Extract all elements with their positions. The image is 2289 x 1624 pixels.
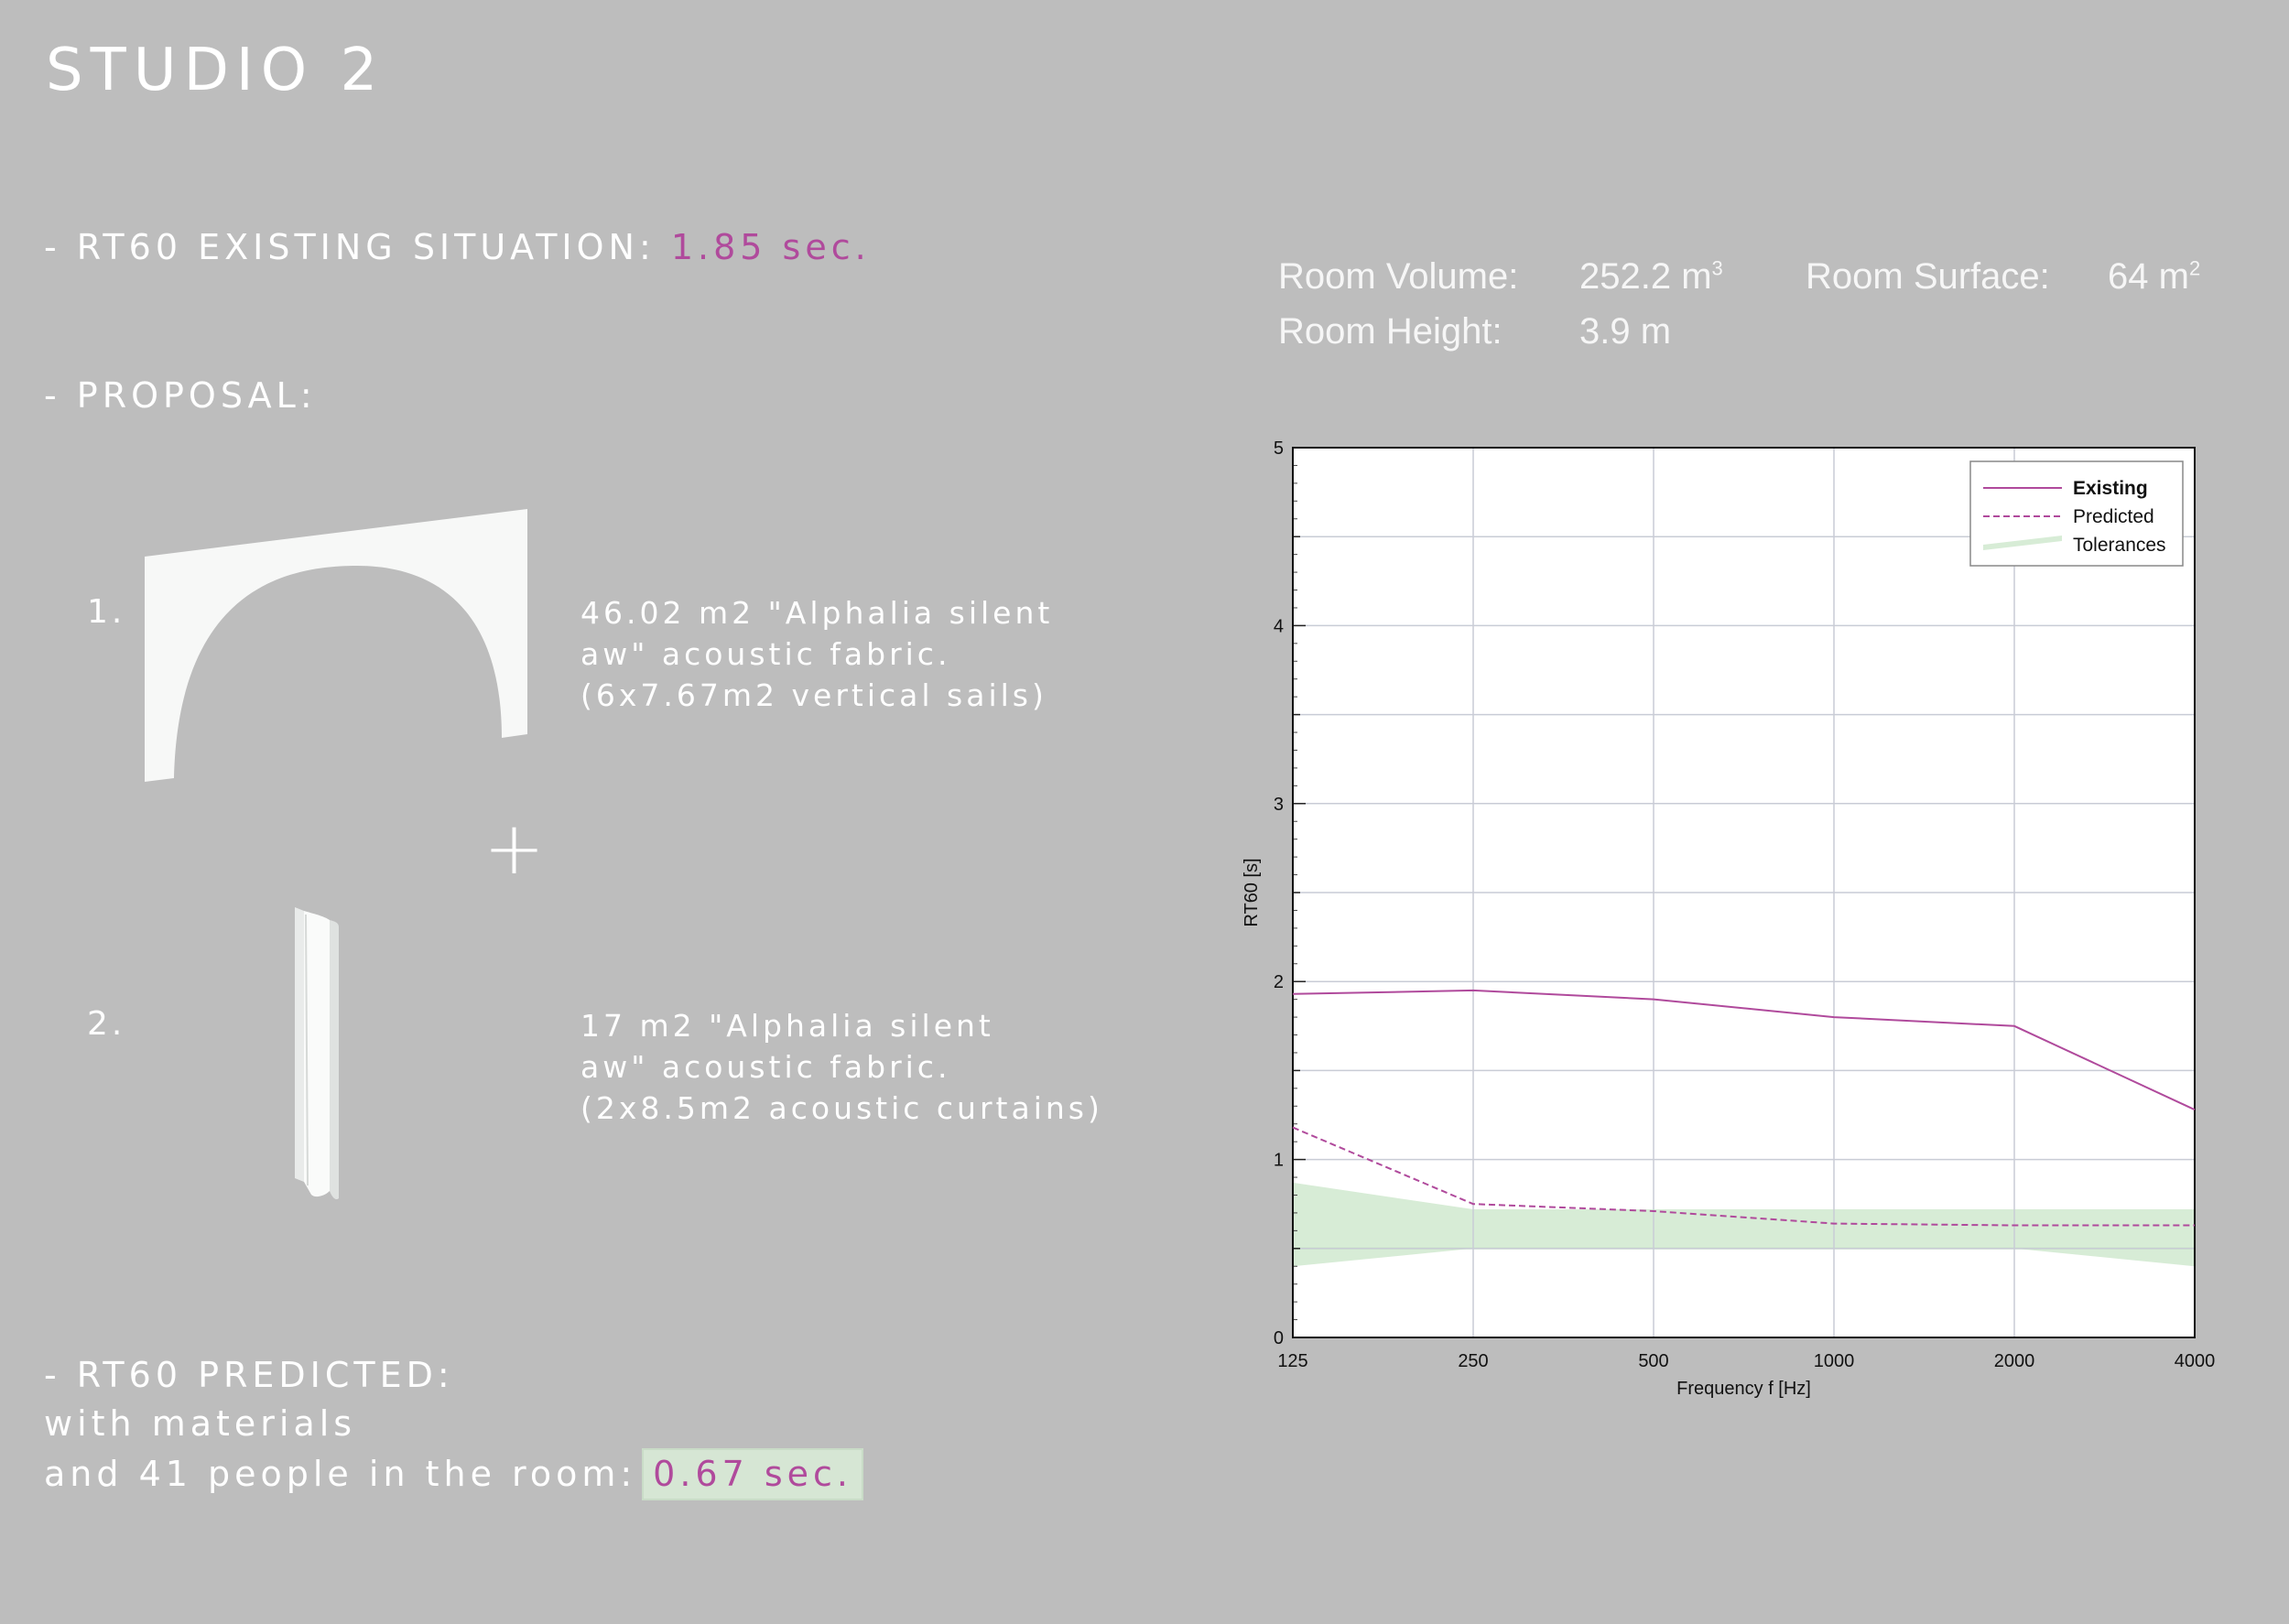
existing-rt60-value: 1.85 sec. (670, 227, 871, 267)
y-axis-label: RT60 [s] (1242, 858, 1262, 926)
item-2-line: (2x8.5m2 acoustic curtains) (580, 1090, 1103, 1126)
x-tick-label: 250 (1458, 1351, 1488, 1371)
legend-label-tolerances: Tolerances (2073, 535, 2166, 556)
rt60-chart: 125 250 500 1000 2000 4000 0 1 2 3 4 5 Frequency f [… (1242, 438, 2216, 1399)
series-line-predicted (1292, 1126, 2195, 1227)
room-volume-value: 252.2 m3 (1579, 256, 1723, 297)
legend-label-predicted: Predicted (2073, 506, 2154, 527)
predicted-rt60-value: 0.67 sec. (642, 1448, 863, 1500)
tolerance-band (1293, 1182, 2195, 1267)
predicted-block: - RT60 PREDICTED: with materials and 41 … (44, 1351, 863, 1500)
x-tick-label: 500 (1638, 1351, 1668, 1371)
y-tick-label: 4 (1274, 616, 1284, 636)
predicted-label: - RT60 PREDICTED: (44, 1355, 454, 1395)
y-tick-label: 1 (1274, 1151, 1284, 1171)
series-line-existing (1292, 989, 2196, 1111)
legend-label-existing: Existing (2073, 478, 2148, 499)
page-title: STUDIO 2 (46, 37, 385, 104)
item-2-number: 2. (87, 1005, 126, 1043)
predicted-people-text: and 41 people in the room: (44, 1454, 637, 1494)
room-volume-label: Room Volume: (1278, 256, 1519, 297)
item-1-line: (6x7.67m2 vertical sails) (580, 677, 1047, 713)
x-tick-label: 1000 (1814, 1351, 1855, 1371)
item-2-line: 17 m2 "Alphalia silent (580, 1008, 994, 1044)
y-tick-label: 3 (1274, 795, 1284, 815)
surface-exponent: 2 (2188, 256, 2201, 280)
room-height-label: Room Height: (1278, 311, 1502, 352)
x-tick-label: 2000 (1994, 1351, 2035, 1371)
room-surface-value: 64 m2 (2108, 256, 2201, 297)
predicted-people-line: and 41 people in the room: 0.67 sec. (44, 1448, 863, 1500)
proposal-label: - PROPOSAL: (44, 375, 317, 416)
volume-exponent: 3 (1711, 256, 1723, 280)
existing-rt60-line: - RT60 EXISTING SITUATION: 1.85 sec. (44, 227, 871, 267)
item-1-line: 46.02 m2 "Alphalia silent (580, 595, 1054, 631)
legend-swatch-tolerances (1983, 536, 2062, 550)
room-surface-label: Room Surface: (1806, 256, 2050, 297)
predicted-materials-text: with materials (44, 1403, 357, 1444)
x-tick-label: 4000 (2175, 1351, 2216, 1371)
y-tick-label: 5 (1274, 438, 1284, 459)
legend-box (1969, 460, 2184, 567)
item-2-line: aw" acoustic fabric. (580, 1049, 951, 1085)
plus-sign: + (483, 806, 546, 891)
room-height-value: 3.9 m (1579, 311, 1672, 352)
x-tick-label: 125 (1277, 1351, 1307, 1371)
y-tick-label: 0 (1274, 1328, 1284, 1348)
plot-frame (1292, 447, 2196, 1338)
item-1-number: 1. (87, 593, 126, 631)
item-1-line: aw" acoustic fabric. (580, 636, 951, 672)
x-axis-label: Frequency f [Hz] (1676, 1379, 1811, 1399)
item-2-description: 17 m2 "Alphalia silent aw" acoustic fabr… (580, 1005, 1103, 1129)
y-tick-label: 2 (1274, 972, 1284, 992)
item-1-description: 46.02 m2 "Alphalia silent aw" acoustic f… (580, 592, 1053, 716)
vertical-sail-icon (145, 509, 527, 782)
existing-rt60-label: - RT60 EXISTING SITUATION: (44, 227, 671, 267)
acoustic-curtain-icon (295, 907, 339, 1200)
